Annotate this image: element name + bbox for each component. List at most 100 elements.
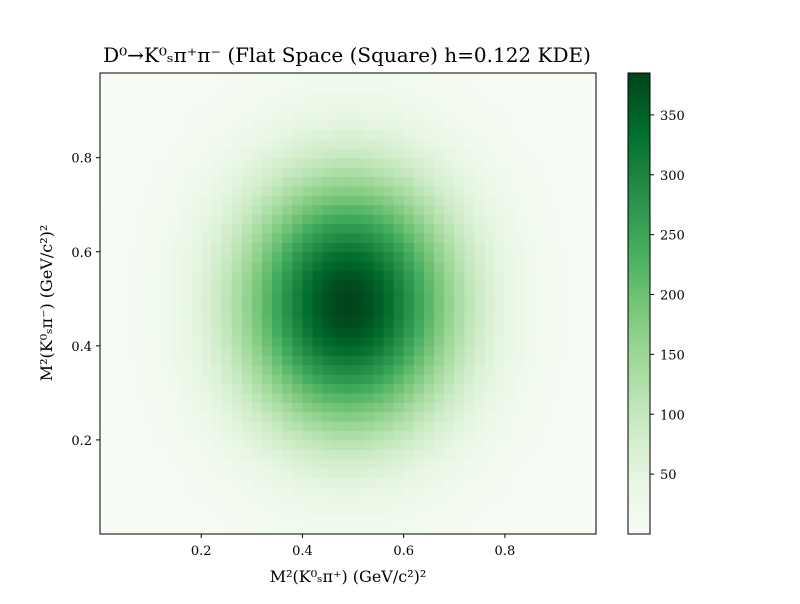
- heatmap-cell: [322, 308, 334, 319]
- heatmap-cell: [342, 486, 354, 497]
- heatmap-cell: [272, 176, 283, 187]
- heatmap-cell: [454, 345, 466, 356]
- heatmap-cell: [383, 270, 395, 281]
- heatmap-cell: [535, 468, 546, 479]
- heatmap-cell: [231, 101, 243, 112]
- heatmap-cell: [261, 185, 273, 196]
- heatmap-cell: [535, 167, 546, 178]
- heatmap-cell: [211, 486, 223, 497]
- heatmap-cell: [342, 185, 354, 196]
- heatmap-cell: [484, 195, 496, 206]
- heatmap-cell: [545, 223, 557, 234]
- heatmap-cell: [332, 477, 344, 488]
- heatmap-cell: [322, 157, 334, 168]
- heatmap-cell: [251, 308, 263, 319]
- heatmap-cell: [160, 392, 172, 403]
- heatmap-cell: [251, 458, 263, 469]
- heatmap-cell: [434, 289, 445, 300]
- heatmap-cell: [413, 430, 425, 441]
- heatmap-cell: [373, 402, 385, 413]
- heatmap-cell: [464, 110, 476, 121]
- heatmap-cell: [434, 468, 445, 479]
- heatmap-cell: [292, 524, 304, 535]
- heatmap-cell: [110, 261, 121, 272]
- heatmap-cell: [545, 157, 557, 168]
- heatmap-cell: [373, 468, 385, 479]
- heatmap-cell: [231, 138, 243, 149]
- heatmap-cell: [373, 289, 385, 300]
- heatmap-cell: [474, 138, 486, 149]
- heatmap-cell: [393, 138, 405, 149]
- heatmap-cell: [110, 73, 121, 84]
- heatmap-cell: [110, 223, 121, 234]
- heatmap-cell: [292, 308, 304, 319]
- heatmap-cell: [504, 73, 516, 84]
- heatmap-cell: [150, 308, 162, 319]
- heatmap-cell: [140, 251, 152, 262]
- heatmap-cell: [504, 110, 516, 121]
- heatmap-cell: [221, 270, 233, 281]
- heatmap-cell: [535, 214, 546, 225]
- heatmap-cell: [585, 232, 597, 243]
- heatmap-cell: [332, 317, 344, 328]
- heatmap-cell: [120, 214, 131, 225]
- heatmap-cell: [464, 515, 476, 526]
- heatmap-cell: [555, 439, 567, 450]
- heatmap-cell: [504, 496, 516, 507]
- heatmap-cell: [373, 129, 385, 140]
- heatmap-cell: [535, 120, 546, 131]
- heatmap-cell: [373, 515, 385, 526]
- heatmap-cell: [413, 261, 425, 272]
- heatmap-cell: [393, 421, 405, 432]
- heatmap-cell: [585, 458, 597, 469]
- heatmap-cell: [292, 120, 304, 131]
- heatmap-cell: [535, 496, 546, 507]
- heatmap-cell: [464, 298, 476, 309]
- heatmap-cell: [454, 298, 466, 309]
- heatmap-cell: [251, 496, 263, 507]
- heatmap-cell: [484, 261, 496, 272]
- heatmap-cell: [555, 157, 567, 168]
- heatmap-cell: [272, 496, 283, 507]
- heatmap-cell: [474, 129, 486, 140]
- heatmap-cell: [272, 374, 283, 385]
- heatmap-cell: [160, 430, 172, 441]
- heatmap-cell: [180, 261, 192, 272]
- heatmap-cell: [322, 411, 334, 422]
- heatmap-cell: [342, 496, 354, 507]
- heatmap-cell: [444, 138, 455, 149]
- heatmap-cell: [191, 430, 202, 441]
- heatmap-cell: [282, 204, 293, 215]
- heatmap-cell: [555, 402, 567, 413]
- heatmap-cell: [221, 515, 233, 526]
- heatmap-cell: [484, 157, 496, 168]
- heatmap-cell: [130, 345, 142, 356]
- heatmap-cell: [535, 336, 546, 347]
- heatmap-cell: [565, 439, 577, 450]
- heatmap-cell: [444, 91, 455, 102]
- heatmap-cell: [515, 110, 526, 121]
- heatmap-cell: [201, 486, 212, 497]
- heatmap-cell: [494, 477, 506, 488]
- heatmap-cell: [231, 505, 243, 516]
- heatmap-cell: [363, 157, 374, 168]
- heatmap-cell: [585, 449, 597, 460]
- heatmap-cell: [545, 110, 557, 121]
- heatmap-cell: [504, 317, 516, 328]
- heatmap-cell: [444, 383, 455, 394]
- heatmap-cell: [110, 148, 121, 159]
- heatmap-cell: [332, 430, 344, 441]
- heatmap-cell: [504, 411, 516, 422]
- heatmap-cell: [100, 430, 111, 441]
- heatmap-cell: [302, 496, 314, 507]
- heatmap-cell: [403, 129, 415, 140]
- heatmap-cell: [434, 486, 445, 497]
- heatmap-cell: [140, 138, 152, 149]
- heatmap-cell: [221, 336, 233, 347]
- heatmap-cell: [504, 251, 516, 262]
- heatmap-cell: [170, 505, 182, 516]
- heatmap-cell: [120, 364, 131, 375]
- heatmap-cell: [464, 232, 476, 243]
- heatmap-cell: [272, 505, 283, 516]
- heatmap-cell: [191, 110, 202, 121]
